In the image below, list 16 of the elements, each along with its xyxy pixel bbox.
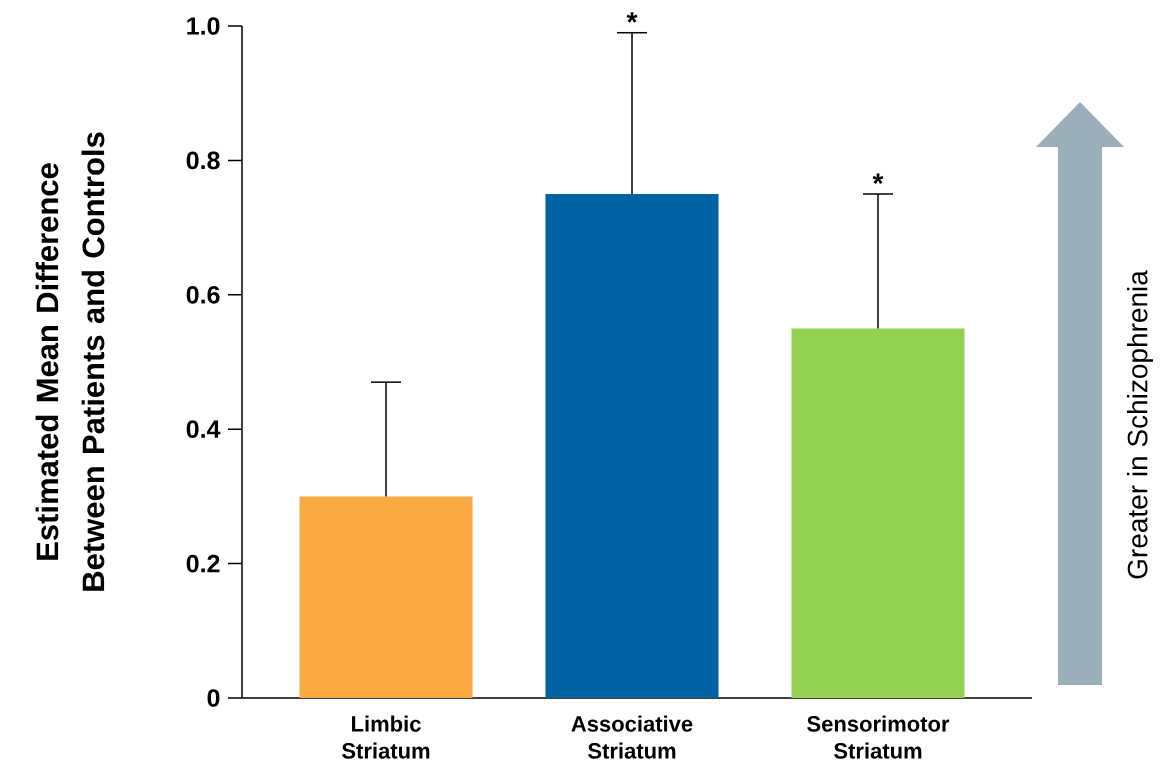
y-tick-label: 0.8: [186, 151, 220, 170]
bar: [299, 496, 473, 698]
y-tick-label: 1.0: [187, 17, 220, 35]
bar: [791, 328, 965, 698]
x-tick-label: Sensorimotor Striatum: [807, 715, 950, 759]
y-axis-title: Estimated Mean Difference Between Patients and Controls: [35, 132, 105, 591]
x-tick-label: Associative Striatum: [571, 715, 693, 759]
y-tick-label: 0.4: [186, 420, 221, 439]
annotation: *: [872, 173, 884, 184]
annotation: *: [626, 12, 638, 23]
x-tick-label: Limbic Striatum: [342, 715, 430, 759]
text: Greater in Schizophrenia: [1126, 270, 1154, 579]
bar: [545, 194, 719, 698]
y-tick-label: 0.6: [186, 285, 220, 304]
y-tick-label: 0.2: [186, 554, 220, 573]
y-tick-label: 0: [207, 689, 220, 707]
